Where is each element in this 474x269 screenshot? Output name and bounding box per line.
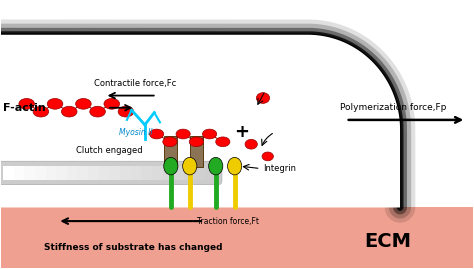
- Ellipse shape: [176, 129, 190, 139]
- Ellipse shape: [47, 98, 63, 109]
- Text: Myosin II: Myosin II: [119, 128, 153, 137]
- Bar: [99, 166, 109, 180]
- FancyBboxPatch shape: [164, 136, 177, 167]
- Bar: [120, 166, 131, 180]
- Ellipse shape: [262, 152, 273, 161]
- Bar: [131, 166, 141, 180]
- Ellipse shape: [245, 139, 257, 149]
- Text: Stiffness of substrate has changed: Stiffness of substrate has changed: [44, 243, 222, 252]
- Text: Clutch engaged: Clutch engaged: [76, 146, 143, 155]
- Bar: [0, 207, 474, 268]
- Bar: [152, 166, 163, 180]
- Text: Contractile force,Fc: Contractile force,Fc: [94, 79, 176, 88]
- Text: Polymerization force,Fp: Polymerization force,Fp: [340, 103, 446, 112]
- Ellipse shape: [163, 137, 177, 147]
- Ellipse shape: [164, 157, 178, 175]
- Bar: [56, 166, 67, 180]
- Ellipse shape: [90, 106, 105, 117]
- Ellipse shape: [62, 106, 77, 117]
- Ellipse shape: [33, 106, 49, 117]
- Bar: [3, 166, 14, 180]
- Text: ECM: ECM: [365, 232, 412, 251]
- Bar: [24, 166, 35, 180]
- Ellipse shape: [104, 98, 119, 109]
- Ellipse shape: [202, 129, 217, 139]
- Ellipse shape: [76, 98, 91, 109]
- Bar: [184, 166, 194, 180]
- Ellipse shape: [150, 129, 164, 139]
- Polygon shape: [0, 35, 400, 207]
- Ellipse shape: [209, 157, 223, 175]
- FancyBboxPatch shape: [0, 161, 222, 185]
- FancyBboxPatch shape: [190, 136, 203, 167]
- Bar: [141, 166, 152, 180]
- Bar: [163, 166, 173, 180]
- Ellipse shape: [182, 157, 197, 175]
- Ellipse shape: [216, 137, 230, 147]
- Ellipse shape: [118, 106, 134, 117]
- Bar: [88, 166, 99, 180]
- Bar: [14, 166, 24, 180]
- Ellipse shape: [228, 157, 242, 175]
- Bar: [109, 166, 120, 180]
- Bar: [46, 166, 56, 180]
- Ellipse shape: [256, 93, 270, 103]
- Bar: [35, 166, 46, 180]
- Text: Integrin: Integrin: [263, 164, 296, 173]
- Ellipse shape: [189, 137, 203, 147]
- Bar: [77, 166, 88, 180]
- Bar: [173, 166, 184, 180]
- Bar: [205, 166, 216, 180]
- Bar: [194, 166, 205, 180]
- Ellipse shape: [19, 98, 35, 109]
- Bar: [67, 166, 77, 180]
- Text: +: +: [234, 123, 249, 141]
- Text: Traction force,Ft: Traction force,Ft: [197, 217, 258, 226]
- Text: F-actin: F-actin: [3, 103, 46, 113]
